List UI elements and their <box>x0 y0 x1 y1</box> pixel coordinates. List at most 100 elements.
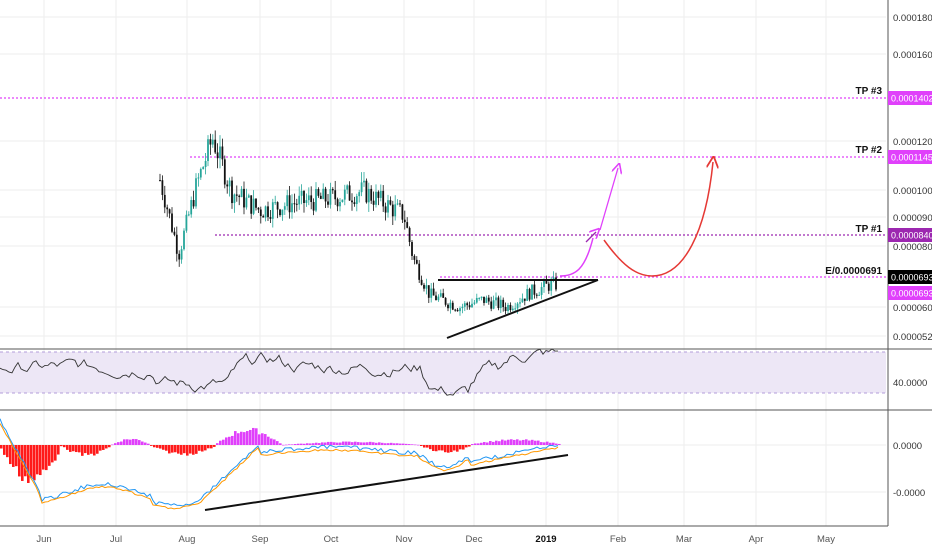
macd-histogram-bar <box>240 431 243 445</box>
macd-histogram-bar <box>471 444 474 445</box>
macd-histogram-bar <box>420 445 423 447</box>
month-label: Sep <box>252 534 269 545</box>
tp3-tag-text: 0.0001402 <box>891 94 932 104</box>
macd-histogram-bar <box>135 439 138 445</box>
macd-histogram-bar <box>417 444 420 446</box>
macd-histogram-bar <box>426 445 429 448</box>
macd-histogram-bar <box>114 443 117 445</box>
candle-body <box>353 202 356 205</box>
candle-body <box>403 219 406 223</box>
macd-histogram-bar <box>348 441 351 445</box>
candle-body <box>252 198 255 214</box>
macd-histogram-bar <box>447 445 450 453</box>
candle-body <box>187 214 190 216</box>
candle-body <box>228 180 231 187</box>
macd-histogram-bar <box>366 442 369 445</box>
candle-body <box>384 206 387 213</box>
macd-histogram-bar <box>171 445 174 453</box>
candle-body <box>394 204 397 217</box>
macd-histogram-bar <box>330 441 333 445</box>
candle-body <box>300 190 303 196</box>
candle-body <box>547 283 550 291</box>
macd-histogram-bar <box>195 445 198 454</box>
macd-histogram-bar <box>435 445 438 452</box>
projection-small-arrow <box>585 232 596 243</box>
candle-body <box>286 195 289 207</box>
macd-histogram-bar <box>168 445 171 454</box>
projection-curve-2 <box>603 162 713 277</box>
candle-body <box>528 288 531 300</box>
candle-body <box>195 178 197 207</box>
macd-histogram-bar <box>336 442 339 445</box>
macd-histogram-bar <box>369 441 372 445</box>
candle-body <box>358 192 361 197</box>
candle-body <box>310 195 313 203</box>
macd-histogram-bar <box>18 445 21 477</box>
candle-body <box>550 280 553 291</box>
candle-body <box>247 195 250 198</box>
candle-body <box>168 209 171 214</box>
macd-histogram-bar <box>144 442 147 445</box>
candle-body <box>415 259 418 264</box>
candle-body <box>262 216 265 218</box>
year-label: 2019 <box>535 534 556 545</box>
candle-body <box>159 179 161 181</box>
candle-body <box>271 202 274 219</box>
macd-histogram-bar <box>267 436 270 445</box>
candle-body <box>555 277 557 290</box>
macd-histogram-bar <box>543 442 546 445</box>
candle-body <box>355 196 358 205</box>
candle-body <box>207 139 209 161</box>
candle-body <box>223 159 226 185</box>
candle-body <box>492 300 495 309</box>
candle-body <box>219 146 221 159</box>
macd-histogram-bar <box>324 442 327 445</box>
macd-histogram-bar <box>519 440 522 445</box>
candle-body <box>293 203 296 205</box>
macd-histogram-bar <box>414 444 417 446</box>
candle-body <box>317 189 320 196</box>
macd-histogram <box>0 427 561 483</box>
candle-body <box>497 297 500 309</box>
candle-body <box>459 308 461 312</box>
candle-body <box>507 304 509 311</box>
macd-histogram-bar <box>222 439 225 445</box>
macd-histogram-bar <box>126 439 129 445</box>
macd-histogram-bar <box>33 445 36 481</box>
macd-histogram-bar <box>516 439 519 445</box>
macd-histogram-bar <box>393 443 396 445</box>
rsi-line <box>0 348 558 396</box>
macd-histogram-bar <box>360 442 363 445</box>
candle-body <box>204 160 207 168</box>
candle-body <box>226 184 229 187</box>
entry-tag-text: 0.0000693 <box>891 289 932 299</box>
macd-histogram-bar <box>105 445 108 449</box>
month-label: Dec <box>466 534 483 545</box>
candle-body <box>279 209 281 216</box>
month-label: Feb <box>610 534 626 545</box>
macd-line <box>0 418 559 507</box>
candle-body <box>543 280 545 288</box>
macd-histogram-bar <box>138 440 141 445</box>
candle-body <box>456 309 459 312</box>
grid <box>0 0 886 526</box>
macd-histogram-bar <box>6 445 9 458</box>
candle-body <box>521 298 524 303</box>
macd-histogram-bar <box>405 443 408 445</box>
macd-histogram-bar <box>111 444 114 446</box>
macd-histogram-bar <box>159 445 162 449</box>
macd-histogram-bar <box>327 441 330 445</box>
candle-body <box>216 152 219 159</box>
macd-histogram-bar <box>285 444 288 446</box>
candle-body <box>526 288 529 301</box>
last-price-tag-text: 0.0000693 <box>891 273 932 283</box>
candle-body <box>514 308 517 310</box>
macd-histogram-bar <box>474 443 477 445</box>
candles <box>159 130 557 316</box>
candle-body <box>408 227 411 243</box>
candle-body <box>538 294 541 296</box>
macd-histogram-bar <box>504 440 507 445</box>
candle-body <box>327 201 329 205</box>
